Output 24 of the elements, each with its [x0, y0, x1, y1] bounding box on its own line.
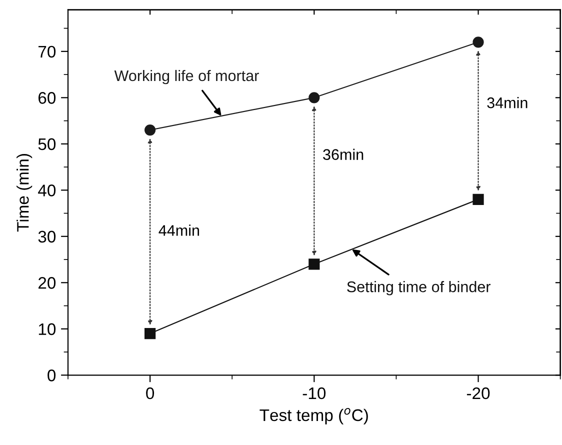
y-tick-label: 30	[38, 230, 56, 243]
point	[308, 92, 320, 104]
y-tick-label: 10	[38, 323, 56, 336]
point	[144, 124, 156, 136]
y-tick-label: 40	[38, 184, 56, 196]
y-tick-label: 70	[38, 46, 56, 58]
point	[472, 36, 484, 48]
x-tick-label: 0	[146, 387, 154, 400]
point	[308, 258, 320, 270]
annotation: 44min	[158, 224, 200, 236]
y-tick-label: 60	[38, 92, 56, 104]
y-tick-label: 50	[38, 138, 56, 150]
series-label: Working life of mortar	[114, 70, 259, 84]
y-tick-label: 0	[48, 370, 56, 382]
y-axis-title: Time (min)	[16, 154, 32, 232]
annotation: 34min	[487, 96, 528, 108]
x-tick-label: -20	[466, 387, 490, 400]
series-label: Setting time of binder	[347, 281, 491, 296]
x-axis-title: Test temp ($^{o}$C)	[260, 408, 368, 424]
y-tick-label: 20	[38, 277, 56, 289]
point	[144, 328, 156, 340]
annotation: 36min	[323, 148, 364, 160]
point	[472, 194, 484, 205]
x-tick-label: -10	[302, 387, 326, 400]
